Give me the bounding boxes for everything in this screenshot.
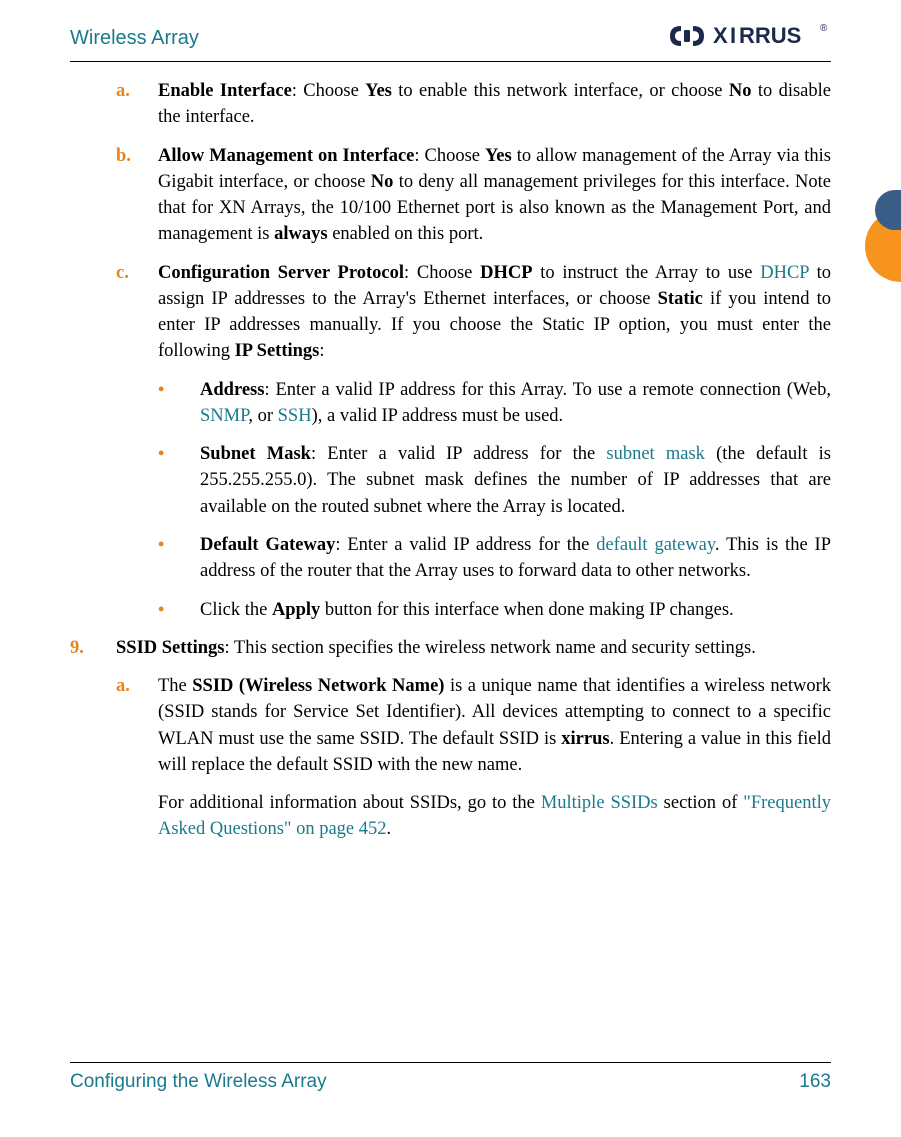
bullet-marker: •: [158, 377, 200, 430]
text: Click the: [200, 600, 272, 620]
brand-logo: X I RRUS ®: [667, 22, 831, 55]
text: :: [319, 341, 324, 361]
list-item: a. Enable Interface: Choose Yes to enabl…: [116, 78, 831, 131]
text: to enable this network interface, or cho…: [392, 81, 729, 101]
text: : Choose: [292, 81, 365, 101]
svg-text:I: I: [730, 23, 736, 48]
term-ip-settings: IP Settings: [235, 341, 320, 361]
list-marker-9a: a.: [116, 673, 158, 778]
link-multiple-ssids[interactable]: Multiple SSIDs: [541, 793, 658, 813]
term-ssid: SSID (Wireless Network Name): [192, 676, 444, 696]
link-ssh[interactable]: SSH: [278, 406, 312, 426]
brand-wordmark: X I RRUS ®: [713, 22, 831, 55]
bullet-item: • Subnet Mask: Enter a valid IP address …: [158, 441, 831, 520]
term-default-gateway: Default Gateway: [200, 535, 335, 555]
term-ssid-settings: SSID Settings: [116, 638, 224, 658]
text: button for this interface when done maki…: [320, 600, 733, 620]
term-subnet-mask: Subnet Mask: [200, 444, 311, 464]
list-marker-a: a.: [116, 78, 158, 131]
page-footer: Configuring the Wireless Array 163: [70, 1062, 831, 1093]
text: For additional information about SSIDs, …: [158, 793, 541, 813]
text: : Choose: [414, 146, 485, 166]
link-default-gateway[interactable]: default gateway: [596, 535, 715, 555]
text: The: [158, 676, 192, 696]
text: : Enter a valid IP address for the: [311, 444, 606, 464]
list-item: 9. SSID Settings: This section specifies…: [70, 635, 831, 661]
list-marker-9: 9.: [70, 635, 116, 661]
list-marker-b: b.: [116, 143, 158, 248]
paragraph: For additional information about SSIDs, …: [158, 790, 831, 843]
page-content: a. Enable Interface: Choose Yes to enabl…: [0, 62, 901, 843]
option-dhcp: DHCP: [480, 263, 532, 283]
svg-text:X: X: [713, 23, 728, 48]
page-header: Wireless Array X I RRUS ®: [70, 0, 831, 62]
svg-text:®: ®: [820, 23, 828, 34]
list-marker-c: c.: [116, 260, 158, 365]
bullet-body: Address: Enter a valid IP address for th…: [200, 377, 831, 430]
bullet-item: • Address: Enter a valid IP address for …: [158, 377, 831, 430]
option-static: Static: [658, 289, 703, 309]
bullet-body: Subnet Mask: Enter a valid IP address fo…: [200, 441, 831, 520]
xirrus-icon: [667, 22, 707, 55]
option-no: No: [729, 81, 752, 101]
text: : Choose: [404, 263, 480, 283]
bullet-marker: •: [158, 532, 200, 585]
term-always: always: [274, 224, 327, 244]
text: to instruct the Array to use: [533, 263, 761, 283]
bullet-marker: •: [158, 597, 200, 623]
link-subnet-mask[interactable]: subnet mask: [606, 444, 705, 464]
list-item: a. The SSID (Wireless Network Name) is a…: [116, 673, 831, 778]
list-body: The SSID (Wireless Network Name) is a un…: [158, 673, 831, 778]
text: , or: [248, 406, 277, 426]
page-side-tab: [865, 210, 901, 282]
text: : Enter a valid IP address for the: [335, 535, 596, 555]
header-title: Wireless Array: [70, 27, 199, 50]
text: : Enter a valid IP address for this Arra…: [264, 380, 831, 400]
text: enabled on this port.: [328, 224, 484, 244]
footer-section-title: Configuring the Wireless Array: [70, 1071, 327, 1093]
list-item: c. Configuration Server Protocol: Choose…: [116, 260, 831, 365]
list-item: b. Allow Management on Interface: Choose…: [116, 143, 831, 248]
term-apply: Apply: [272, 600, 320, 620]
bullet-marker: •: [158, 441, 200, 520]
text: : This section specifies the wireless ne…: [224, 638, 755, 658]
term-xirrus: xirrus: [561, 729, 609, 749]
option-yes: Yes: [485, 146, 512, 166]
text: ), a valid IP address must be used.: [312, 406, 564, 426]
bullet-item: • Default Gateway: Enter a valid IP addr…: [158, 532, 831, 585]
list-body: Allow Management on Interface: Choose Ye…: [158, 143, 831, 248]
list-body: SSID Settings: This section specifies th…: [116, 635, 831, 661]
list-body: Configuration Server Protocol: Choose DH…: [158, 260, 831, 365]
term-address: Address: [200, 380, 264, 400]
link-snmp[interactable]: SNMP: [200, 406, 248, 426]
term-enable-interface: Enable Interface: [158, 81, 292, 101]
svg-text:RRUS: RRUS: [739, 23, 801, 48]
link-dhcp[interactable]: DHCP: [760, 263, 809, 283]
bullet-item: • Click the Apply button for this interf…: [158, 597, 831, 623]
option-yes: Yes: [365, 81, 392, 101]
text: .: [387, 819, 392, 839]
term-allow-management: Allow Management on Interface: [158, 146, 414, 166]
bullet-body: Default Gateway: Enter a valid IP addres…: [200, 532, 831, 585]
option-no: No: [371, 172, 394, 192]
term-config-server-protocol: Configuration Server Protocol: [158, 263, 404, 283]
footer-page-number: 163: [799, 1071, 831, 1093]
list-body: Enable Interface: Choose Yes to enable t…: [158, 78, 831, 131]
bullet-body: Click the Apply button for this interfac…: [200, 597, 831, 623]
text: section of: [658, 793, 744, 813]
